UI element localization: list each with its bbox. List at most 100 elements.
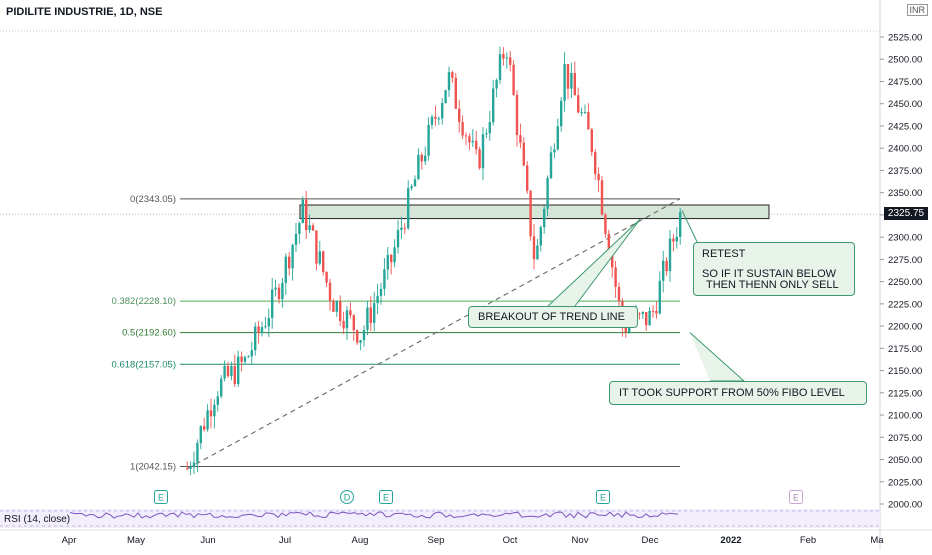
- x-tick-label: Jul: [279, 535, 291, 546]
- candle-body: [335, 301, 338, 312]
- fib-label: 0.382(2228.10): [112, 296, 176, 307]
- candle-body: [373, 303, 376, 323]
- candle-body: [512, 64, 515, 95]
- candle-body: [339, 301, 342, 322]
- y-tick-label: 2000.00: [888, 500, 922, 511]
- rsi-panel: [0, 509, 880, 528]
- candle-body: [458, 108, 461, 123]
- y-tick-label: 2175.00: [888, 344, 922, 355]
- candle-body: [186, 468, 189, 470]
- event-marker-label: E: [383, 493, 389, 503]
- y-tick-label: 2050.00: [888, 455, 922, 466]
- candle-body: [264, 326, 267, 328]
- candle-body: [254, 326, 257, 351]
- x-tick-label: Ma: [870, 535, 884, 546]
- candle-body: [437, 118, 440, 120]
- candle-body: [611, 255, 614, 268]
- breakout-text: BREAKOUT OF TREND LINE: [478, 311, 625, 323]
- candle-body: [454, 77, 457, 109]
- retest-text: RETEST: [702, 248, 746, 260]
- candle-body: [519, 135, 522, 143]
- y-tick-label: 2150.00: [888, 366, 922, 377]
- candle-body: [328, 282, 332, 301]
- candle-body: [274, 287, 277, 290]
- candle-body: [403, 227, 406, 229]
- x-tick-label: Oct: [503, 535, 518, 546]
- candle-body: [614, 267, 617, 287]
- candle-body: [247, 356, 250, 358]
- candle-body: [203, 426, 206, 430]
- candle-body: [240, 356, 243, 362]
- candle-body: [651, 310, 655, 312]
- candle-body: [271, 289, 274, 318]
- candle-body: [410, 186, 413, 189]
- candle-body: [308, 225, 311, 231]
- fib-label: 0(2343.05): [130, 194, 176, 205]
- candle-body: [471, 140, 474, 143]
- candle-body: [230, 366, 233, 377]
- candle-body: [498, 54, 502, 81]
- x-tick-label: Dec: [642, 535, 659, 546]
- candle-body: [553, 149, 556, 153]
- x-tick-label: Jun: [200, 535, 215, 546]
- time-axis[interactable]: Apr May Jun Jul Aug Sep Oct Nov Dec 2022 Feb Ma: [0, 529, 932, 546]
- candle-body: [196, 442, 199, 463]
- candle-body: [192, 462, 196, 467]
- candle-body: [322, 251, 325, 272]
- candle-body: [478, 149, 481, 169]
- candle-body: [668, 238, 672, 272]
- y-tick-label: 2300.00: [888, 233, 922, 244]
- trend-line: [187, 198, 681, 469]
- candle-body: [566, 64, 570, 89]
- candle-body: [281, 282, 284, 300]
- price-axis[interactable]: 2000.00 2025.00 2050.00 2075.00 2100.00 2125.…: [879, 0, 922, 550]
- candle-body: [488, 122, 491, 134]
- candle-body: [529, 190, 532, 237]
- candle-body: [583, 111, 587, 113]
- candle-body: [430, 116, 434, 125]
- candle-body: [260, 327, 264, 334]
- support-note: IT TOOK SUPPORT FROM 50% FIBO LEVEL: [609, 381, 867, 405]
- candle-body: [345, 310, 349, 329]
- candle-body: [383, 269, 386, 289]
- rsi-label: RSI (14, close): [4, 514, 71, 525]
- fib-label: 0.618(2157.05): [112, 359, 176, 370]
- currency-label[interactable]: INR: [906, 4, 928, 16]
- candle-body: [495, 80, 498, 89]
- candle-body: [441, 102, 444, 119]
- candle-body: [485, 133, 488, 135]
- y-tick-label: 2275.00: [888, 255, 922, 266]
- candle-body: [396, 229, 400, 248]
- candle-body: [213, 404, 216, 417]
- candle-body: [216, 396, 219, 405]
- candle-body: [604, 214, 607, 234]
- candle-body: [536, 245, 539, 260]
- candle-body: [645, 312, 648, 326]
- sustain-line-2: THEN THENN ONLY SELL: [706, 279, 839, 291]
- candle-body: [291, 244, 294, 269]
- sustain-line-1: SO IF IT SUSTAIN BELOW: [702, 268, 837, 280]
- candle-body: [587, 111, 590, 130]
- candle-body: [237, 356, 240, 384]
- retest-pointer: [681, 210, 701, 249]
- candle-body: [352, 315, 355, 331]
- candle-body: [362, 329, 366, 341]
- candle-body: [648, 310, 651, 326]
- candle-body: [556, 126, 559, 150]
- candle-body: [257, 326, 260, 334]
- candle-body: [209, 410, 213, 417]
- y-tick-label: 2225.00: [888, 299, 922, 310]
- candle-body: [298, 223, 301, 234]
- candle-body: [288, 256, 291, 269]
- y-tick-label: 2100.00: [888, 411, 922, 422]
- dividend-marker-icon: [340, 490, 354, 504]
- candle-body: [464, 135, 468, 137]
- candle-body: [369, 307, 372, 323]
- candle-body: [658, 280, 661, 314]
- chart-title: PIDILITE INDUSTRIE, 1D, NSE: [6, 6, 163, 18]
- earnings-marker-icon: [596, 490, 610, 504]
- event-marker-label: D: [344, 493, 351, 503]
- annotation-pointers: [547, 210, 746, 382]
